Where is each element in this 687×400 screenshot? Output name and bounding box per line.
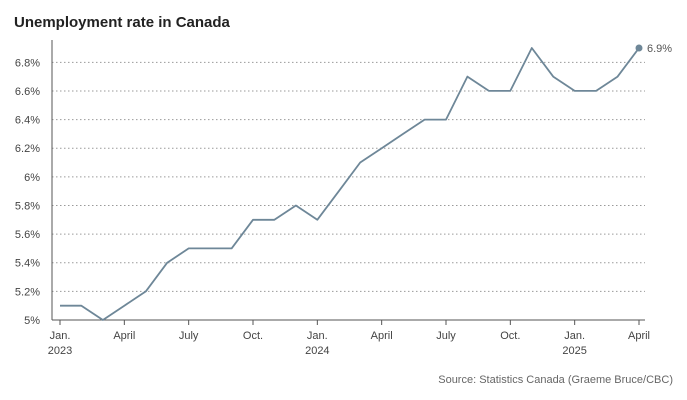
x-tick-label: Oct.: [243, 330, 263, 342]
labels: 5% 5.2% 5.4% 5.6% 5.8% 6% 6.2% 6.4% 6.6% 6.8% Jan.…: [15, 43, 672, 357]
y-tick-label: 5.6%: [15, 229, 40, 241]
y-tick-label: 5.4%: [15, 258, 40, 270]
y-tick-label: 5.2%: [15, 286, 40, 298]
end-value-label: 6.9%: [647, 43, 672, 55]
y-tick-label: 6.4%: [15, 115, 40, 127]
axes: [51, 40, 645, 325]
x-tick-label: Jan.: [307, 330, 328, 342]
x-tick-label: April: [113, 330, 135, 342]
y-tick-label: 6%: [24, 172, 40, 184]
x-tick-label: April: [371, 330, 393, 342]
y-tick-label: 6.6%: [15, 86, 40, 98]
y-tick-label: 6.2%: [15, 143, 40, 155]
chart-title: Unemployment rate in Canada: [14, 14, 230, 31]
end-point-marker: [635, 44, 643, 52]
x-tick-label: April: [628, 330, 650, 342]
y-tick-label: 5%: [24, 315, 40, 327]
x-tick-year-label: 2025: [562, 345, 586, 357]
x-tick-label: July: [179, 330, 199, 342]
x-tick-year-label: 2024: [305, 345, 329, 357]
x-tick-label: Jan.: [564, 330, 585, 342]
x-tick-label: Jan.: [50, 330, 71, 342]
chart-source: Source: Statistics Canada (Graeme Bruce/…: [438, 374, 673, 386]
y-tick-label: 5.8%: [15, 200, 40, 212]
series-line: [60, 47, 640, 321]
y-tick-label: 6.8%: [15, 57, 40, 69]
x-tick-year-label: 2023: [48, 345, 72, 357]
x-tick-label: July: [436, 330, 456, 342]
x-tick-label: Oct.: [500, 330, 520, 342]
series-line-layer: [60, 44, 643, 321]
